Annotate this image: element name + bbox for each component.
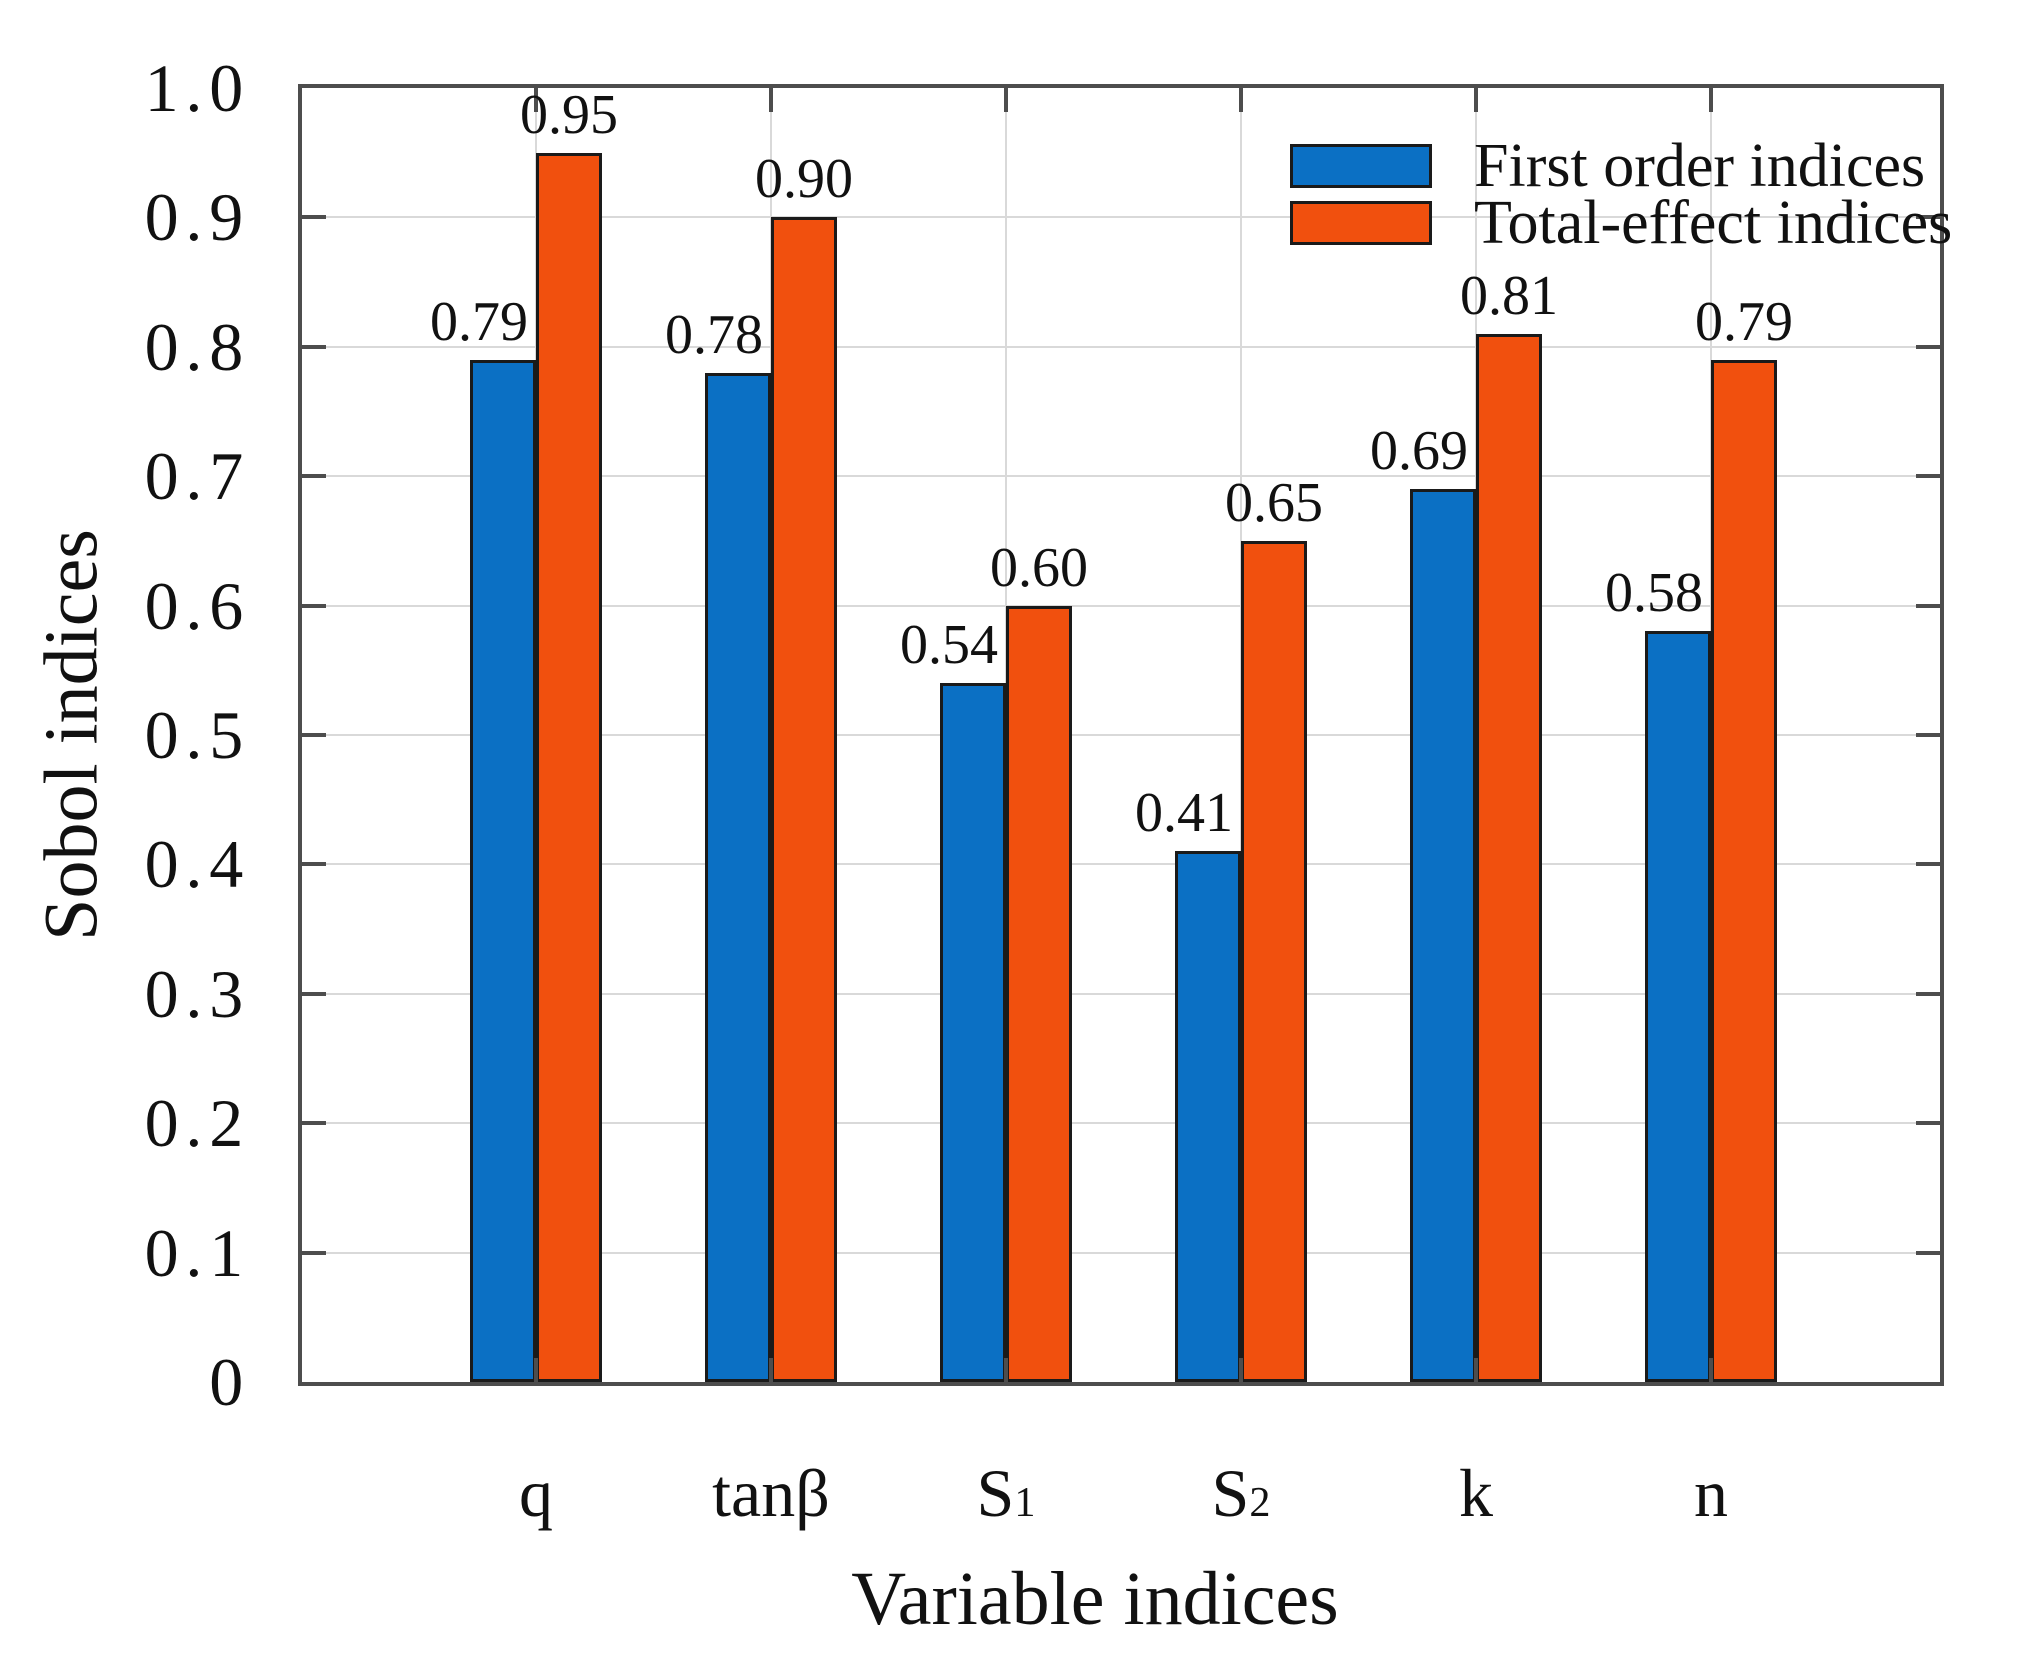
y-tick-label: 0.9 [144, 179, 250, 256]
x-axis-title: Variable indices [851, 1557, 1339, 1641]
x-tick-bottom [1709, 1358, 1713, 1382]
gridline-horizontal [302, 604, 1940, 607]
y-tick-left [302, 1250, 326, 1255]
y-tick-right [1916, 474, 1940, 479]
x-tick-label: tanβ [712, 1455, 830, 1531]
y-tick-label: 0.2 [144, 1085, 250, 1162]
y-tick-left [302, 344, 326, 349]
x-tick-label: S2 [1211, 1455, 1271, 1531]
y-tick-right [1916, 733, 1940, 737]
y-tick-right [1916, 215, 1940, 220]
y-tick-left [302, 733, 326, 737]
bar-value-label: 0.58 [1605, 562, 1703, 625]
bar-total-effect [1006, 605, 1072, 1382]
y-tick-label: 1.0 [144, 50, 250, 126]
gridline-horizontal [302, 734, 1940, 736]
x-tick-top [1004, 88, 1008, 112]
x-tick-label: S1 [976, 1455, 1036, 1531]
bar-first-order [470, 359, 536, 1382]
y-tick-label: 0.3 [144, 955, 250, 1032]
x-tick-bottom [1474, 1358, 1478, 1382]
y-tick-right [1916, 344, 1940, 349]
legend-swatch [1290, 201, 1432, 245]
y-tick-right [1916, 1250, 1940, 1255]
bar-total-effect [536, 152, 602, 1382]
legend-item: First order indices [1290, 135, 1925, 197]
bar-first-order [705, 372, 771, 1382]
bar-value-label: 0.81 [1460, 264, 1558, 327]
x-tick-label: q [519, 1455, 553, 1531]
y-tick-left [302, 603, 326, 608]
bar-value-label: 0.65 [1225, 471, 1323, 534]
bar-first-order [940, 683, 1006, 1382]
bar-first-order [1645, 631, 1711, 1382]
legend-label: First order indices [1474, 132, 1926, 200]
y-tick-label: 0.8 [144, 308, 250, 385]
y-tick-label: 0 [209, 1344, 250, 1420]
y-tick-label: 0.5 [144, 697, 250, 773]
bar-total-effect [1241, 540, 1307, 1382]
bar-value-label: 0.90 [755, 148, 853, 211]
bar-value-label: 0.41 [1135, 782, 1233, 845]
y-tick-left [302, 215, 326, 220]
y-tick-label: 0.7 [144, 438, 250, 515]
gridline-horizontal [302, 345, 1940, 348]
bar-first-order [1175, 851, 1241, 1382]
gridline-horizontal [302, 216, 1940, 219]
gridline-horizontal [302, 1122, 1940, 1125]
x-tick-top [1474, 88, 1478, 112]
bar-value-label: 0.79 [1695, 290, 1793, 353]
bar-value-label: 0.79 [430, 290, 528, 353]
bar-first-order [1410, 489, 1476, 1382]
y-tick-left [302, 991, 326, 996]
x-tick-top [534, 88, 538, 112]
bar-total-effect [1711, 359, 1777, 1382]
y-tick-left [302, 474, 326, 479]
y-tick-right [1916, 603, 1940, 608]
y-tick-left [302, 1121, 326, 1126]
gridline-horizontal [302, 1251, 1940, 1254]
y-tick-right [1916, 862, 1940, 867]
legend-item: Total-effect indices [1290, 192, 1952, 254]
y-tick-right [1916, 991, 1940, 996]
bar-value-label: 0.95 [520, 83, 618, 146]
x-tick-top [1239, 88, 1243, 112]
x-tick-bottom [1004, 1358, 1008, 1382]
legend-label: Total-effect indices [1474, 189, 1953, 257]
bar-value-label: 0.60 [990, 536, 1088, 599]
bar-value-label: 0.78 [665, 303, 763, 366]
x-tick-label: k [1459, 1455, 1493, 1531]
gridline-horizontal [302, 992, 1940, 995]
x-tick-bottom [769, 1358, 773, 1382]
legend-swatch [1290, 144, 1432, 188]
y-tick-left [302, 862, 326, 867]
y-tick-right [1916, 1121, 1940, 1126]
x-tick-top [1709, 88, 1713, 112]
bar-total-effect [1476, 333, 1542, 1382]
x-tick-bottom [534, 1358, 538, 1382]
gridline-horizontal [302, 475, 1940, 478]
y-tick-label: 0.6 [144, 567, 250, 644]
x-tick-top [769, 88, 773, 112]
x-tick-bottom [1239, 1358, 1243, 1382]
y-tick-label: 0.4 [144, 826, 250, 903]
bar-value-label: 0.69 [1370, 420, 1468, 483]
bar-value-label: 0.54 [900, 614, 998, 677]
gridline-horizontal [302, 863, 1940, 866]
x-tick-label: n [1694, 1455, 1728, 1531]
y-tick-label: 0.1 [144, 1214, 250, 1291]
bar-total-effect [771, 217, 837, 1382]
